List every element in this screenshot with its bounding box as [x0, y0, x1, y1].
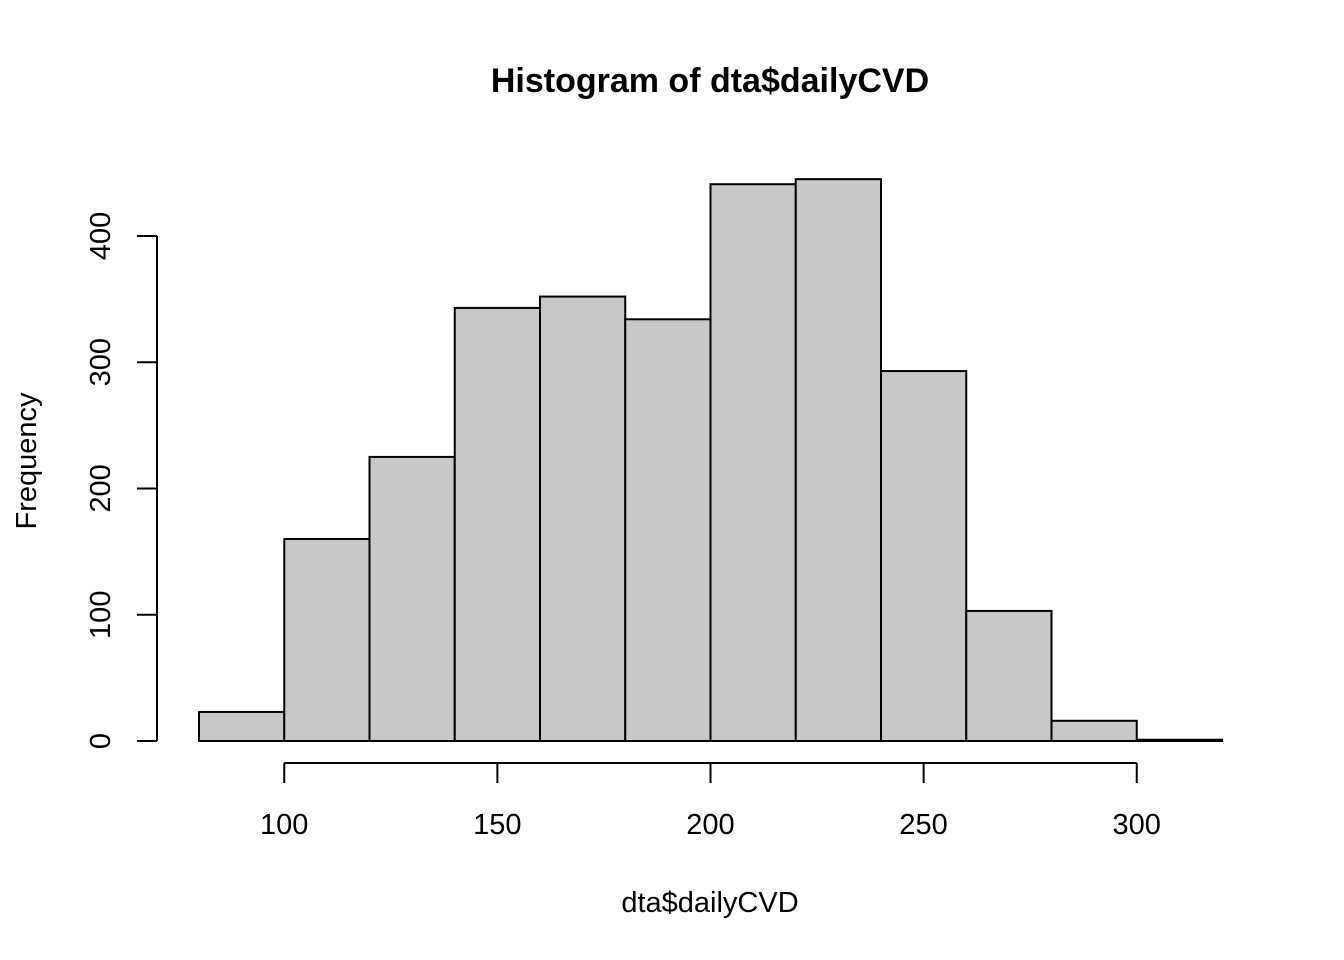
x-tick-label: 300 [1113, 809, 1161, 841]
histogram-bar-12 [1135, 738, 1223, 743]
histogram-bar-8 [794, 178, 882, 742]
y-axis: 0 100 200 300 400 [85, 212, 158, 749]
x-tick-label: 200 [686, 809, 734, 841]
y-axis-label: Frequency [11, 392, 43, 530]
chart-title: Histogram of dta$dailyCVD [491, 62, 929, 100]
histogram-bar-6 [624, 318, 712, 742]
histogram-bar-11 [1050, 719, 1138, 742]
x-tick-label: 250 [899, 809, 947, 841]
histogram-bar-5 [539, 295, 627, 742]
histogram-bar-4 [453, 306, 541, 742]
y-tick-label: 100 [85, 591, 117, 639]
x-tick-label: 150 [473, 809, 521, 841]
bars-group [198, 178, 1223, 743]
x-axis: 100 150 200 250 300 [260, 762, 1161, 841]
x-tick-label: 100 [260, 809, 308, 841]
histogram-bar-7 [709, 183, 797, 742]
histogram-bar-2 [283, 537, 371, 743]
y-tick-label: 300 [85, 338, 117, 386]
histogram-bar-9 [880, 370, 968, 742]
histogram-bar-10 [965, 609, 1053, 743]
y-tick-label: 0 [85, 733, 117, 749]
histogram-bar-1 [198, 710, 286, 743]
y-tick-label: 200 [85, 464, 117, 512]
x-axis-label: dta$dailyCVD [621, 887, 798, 919]
histogram-bar-3 [368, 455, 456, 742]
y-tick-label: 400 [85, 212, 117, 260]
